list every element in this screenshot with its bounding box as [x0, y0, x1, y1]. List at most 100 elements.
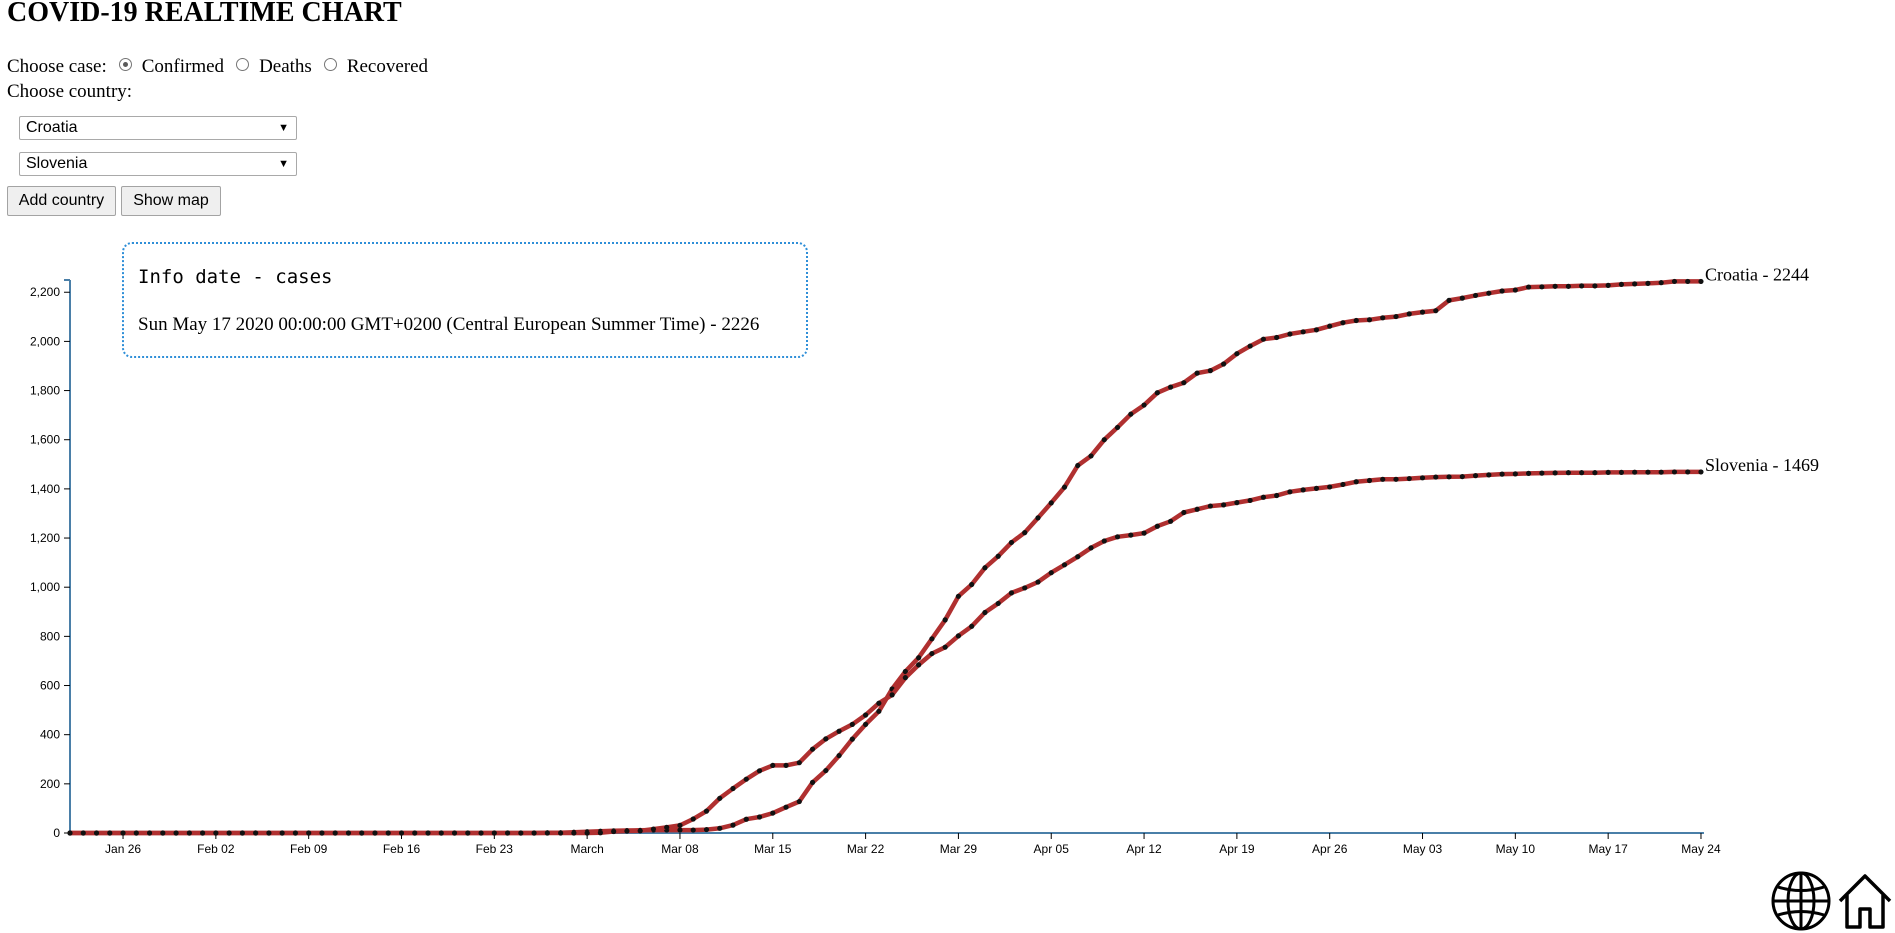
data-point-slovenia[interactable]: [1366, 477, 1373, 484]
data-point-croatia[interactable]: [876, 708, 882, 714]
data-point-slovenia[interactable]: [173, 830, 179, 836]
data-point-croatia[interactable]: [1128, 411, 1134, 417]
data-point-slovenia[interactable]: [1035, 579, 1041, 585]
data-point-croatia[interactable]: [1565, 283, 1571, 289]
data-point-slovenia[interactable]: [1075, 554, 1081, 560]
data-point-slovenia[interactable]: [438, 830, 444, 836]
data-point-croatia[interactable]: [1618, 281, 1625, 287]
data-point-slovenia[interactable]: [332, 830, 338, 836]
data-point-croatia[interactable]: [982, 565, 988, 571]
radio-deaths-label[interactable]: Deaths: [259, 56, 312, 77]
data-point-slovenia[interactable]: [796, 760, 802, 766]
data-point-slovenia[interactable]: [916, 662, 922, 668]
data-point-slovenia[interactable]: [1579, 470, 1585, 476]
data-point-slovenia[interactable]: [120, 830, 126, 836]
data-point-slovenia[interactable]: [730, 785, 736, 792]
data-point-slovenia[interactable]: [1088, 545, 1094, 551]
data-point-slovenia[interactable]: [544, 830, 550, 836]
data-point-slovenia[interactable]: [1221, 502, 1227, 508]
data-point-slovenia[interactable]: [770, 762, 776, 769]
data-point-croatia[interactable]: [1472, 292, 1479, 299]
data-point-croatia[interactable]: [1114, 424, 1121, 431]
data-point-slovenia[interactable]: [266, 830, 272, 836]
data-point-slovenia[interactable]: [1101, 538, 1107, 544]
data-point-slovenia[interactable]: [809, 746, 816, 752]
radio-confirmed[interactable]: [118, 57, 132, 71]
data-point-slovenia[interactable]: [359, 830, 365, 836]
data-point-slovenia[interactable]: [200, 830, 206, 836]
data-point-croatia[interactable]: [809, 779, 816, 785]
data-point-croatia[interactable]: [902, 668, 908, 675]
data-point-slovenia[interactable]: [955, 633, 962, 639]
data-point-croatia[interactable]: [1645, 280, 1651, 286]
data-point-slovenia[interactable]: [597, 830, 604, 836]
data-point-croatia[interactable]: [717, 825, 723, 831]
radio-recovered-label[interactable]: Recovered: [346, 56, 429, 77]
data-point-slovenia[interactable]: [292, 830, 299, 836]
data-point-croatia[interactable]: [863, 721, 869, 727]
data-point-slovenia[interactable]: [1393, 476, 1399, 482]
data-point-croatia[interactable]: [1632, 281, 1638, 287]
data-point-slovenia[interactable]: [93, 830, 100, 836]
data-point-croatia[interactable]: [1234, 351, 1240, 357]
data-point-croatia[interactable]: [1605, 282, 1611, 288]
data-point-slovenia[interactable]: [1340, 481, 1346, 488]
data-point-slovenia[interactable]: [1048, 570, 1054, 576]
data-point-slovenia[interactable]: [1380, 476, 1386, 482]
data-point-slovenia[interactable]: [1181, 509, 1187, 516]
data-point-slovenia[interactable]: [1128, 532, 1134, 538]
data-point-croatia[interactable]: [1459, 295, 1465, 301]
home-icon[interactable]: [1837, 872, 1893, 930]
data-point-croatia[interactable]: [1221, 361, 1227, 367]
data-point-croatia[interactable]: [1685, 278, 1691, 285]
data-point-slovenia[interactable]: [518, 830, 524, 836]
data-point-croatia[interactable]: [1340, 320, 1346, 326]
data-point-slovenia[interactable]: [1459, 473, 1465, 480]
radio-recovered[interactable]: [323, 57, 337, 71]
data-point-slovenia[interactable]: [451, 830, 458, 836]
data-point-croatia[interactable]: [929, 636, 935, 642]
data-point-croatia[interactable]: [1154, 390, 1160, 396]
data-point-croatia[interactable]: [1366, 317, 1373, 323]
data-point-slovenia[interactable]: [1698, 469, 1704, 475]
data-point-croatia[interactable]: [1512, 287, 1518, 293]
data-point-croatia[interactable]: [1274, 334, 1280, 341]
data-point-croatia[interactable]: [1075, 462, 1081, 469]
data-point-slovenia[interactable]: [1141, 530, 1147, 536]
data-point-croatia[interactable]: [783, 804, 789, 810]
data-point-croatia[interactable]: [1592, 283, 1598, 289]
data-point-slovenia[interactable]: [1645, 469, 1651, 475]
data-point-croatia[interactable]: [1022, 530, 1028, 536]
data-point-slovenia[interactable]: [756, 768, 763, 774]
data-point-croatia[interactable]: [836, 752, 842, 759]
data-point-slovenia[interactable]: [1207, 503, 1213, 509]
data-point-slovenia[interactable]: [80, 830, 86, 836]
data-point-slovenia[interactable]: [385, 830, 391, 836]
data-point-croatia[interactable]: [1167, 384, 1174, 390]
data-point-slovenia[interactable]: [1472, 473, 1479, 479]
data-point-slovenia[interactable]: [624, 828, 630, 834]
data-point-slovenia[interactable]: [107, 830, 113, 836]
data-point-slovenia[interactable]: [571, 830, 577, 836]
data-point-slovenia[interactable]: [677, 822, 683, 828]
data-point-slovenia[interactable]: [67, 830, 73, 836]
data-point-slovenia[interactable]: [239, 830, 245, 836]
data-point-croatia[interactable]: [1247, 343, 1253, 349]
data-point-slovenia[interactable]: [823, 736, 829, 742]
data-point-slovenia[interactable]: [253, 830, 259, 836]
data-point-croatia[interactable]: [1353, 317, 1359, 324]
data-point-slovenia[interactable]: [1419, 475, 1426, 481]
data-point-croatia[interactable]: [743, 816, 749, 822]
data-point-slovenia[interactable]: [478, 830, 484, 836]
add-country-button[interactable]: Add country: [7, 186, 116, 216]
data-point-croatia[interactable]: [1048, 500, 1054, 506]
data-point-croatia[interactable]: [677, 827, 683, 833]
data-point-croatia[interactable]: [1552, 283, 1558, 289]
data-point-croatia[interactable]: [1671, 278, 1678, 285]
data-point-slovenia[interactable]: [186, 830, 192, 836]
data-point-slovenia[interactable]: [1658, 469, 1664, 475]
data-point-slovenia[interactable]: [1008, 590, 1015, 596]
data-point-croatia[interactable]: [1287, 331, 1293, 337]
data-point-slovenia[interactable]: [425, 830, 431, 836]
data-point-croatia[interactable]: [1393, 313, 1399, 320]
